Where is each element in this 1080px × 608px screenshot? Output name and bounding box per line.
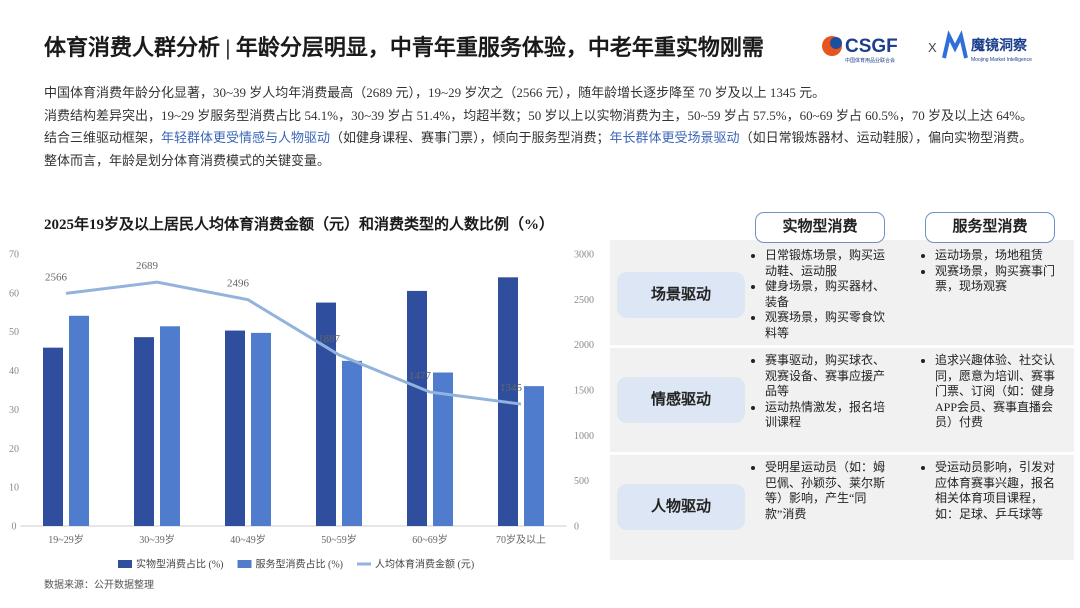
y2-tick-label: 1500	[574, 386, 594, 397]
x-tick-label: 70岁及以上	[496, 533, 546, 546]
slide-title: 体育消费人群分析 | 年龄分层明显，中青年重服务体验，中老年重实物刚需	[44, 35, 764, 60]
bullet-item: 运动场景，场地租赁	[935, 248, 1063, 264]
x-tick-label: 50~59岁	[321, 533, 356, 546]
bullet-item: 运动热情激发，报名培训课程	[765, 400, 893, 431]
bullet-list: 受明星运动员（如：姆巴佩、孙颖莎、莱尔斯等）影响，产生“同款”消费	[751, 460, 893, 522]
moojing-icon	[942, 30, 968, 59]
bar	[342, 360, 362, 526]
csgf-logo: CSGF	[845, 36, 898, 57]
text-run: （如健身课程、赛事门票），倾向于服务型消费；	[330, 130, 610, 145]
table-cell: 受运动员影响，引发对应体育赛事兴趣，报名相关体育项目课程，如：足球、乒乓球等	[921, 460, 1063, 522]
bullet-list: 受运动员影响，引发对应体育赛事兴趣，报名相关体育项目课程，如：足球、乒乓球等	[921, 460, 1063, 522]
logo-separator: X	[928, 40, 937, 55]
row-label: 场景驱动	[617, 271, 745, 318]
data-label: 2496	[227, 278, 250, 290]
data-label: 1887	[318, 333, 341, 345]
x-tick-label: 60~69岁	[412, 533, 447, 546]
bar	[251, 332, 271, 526]
y-tick-label: 70	[9, 250, 19, 261]
bullet-list: 赛事驱动，购买球衣、观赛设备、赛事应援产品等运动热情激发，报名培训课程	[751, 353, 893, 431]
summary: 中国体育消费年龄分化显著，30~39 岁人均年消费最高（2689 元），19~2…	[44, 82, 1040, 172]
y2-tick-label: 500	[574, 476, 589, 487]
x-tick-label: 19~29岁	[48, 533, 83, 546]
row-label: 人物驱动	[617, 483, 745, 530]
y2-tick-label: 0	[574, 522, 579, 533]
row-label: 情感驱动	[617, 376, 745, 423]
bar	[69, 315, 89, 526]
y-tick-label: 50	[9, 327, 19, 338]
chart-title: 2025年19岁及以上居民人均体育消费金额（元）和消费类型的人数比例（%）	[44, 215, 554, 233]
emphasis-text: 年轻群体更受情感与人物驱动	[161, 130, 331, 145]
bar	[407, 290, 427, 526]
bullet-list: 追求兴趣体验、社交认同，愿意为培训、赛事门票、订阅（如：健身APP会员、赛事直播…	[921, 353, 1063, 431]
column-header: 实物型消费	[755, 212, 885, 243]
text-run: （如日常锻炼器材、运动鞋服），偏向实物型消费。整体而言，年龄是划分体育消费模式的…	[44, 130, 1033, 168]
legend-label: 服务型消费占比 (%)	[256, 558, 344, 571]
bar	[524, 386, 544, 526]
data-label: 1345	[500, 382, 523, 394]
column-header: 服务型消费	[925, 212, 1055, 243]
emphasis-text: 年长群体更受场景驱动	[609, 130, 740, 145]
table-cell: 运动场景，场地租赁观赛场景，购买赛事门票，现场观赛	[921, 248, 1063, 295]
row-separator	[610, 345, 1074, 348]
row-separator	[610, 452, 1074, 455]
bullet-item: 日常锻炼场景，购买运动鞋、运动服	[765, 248, 893, 279]
csgf-icon	[830, 37, 842, 49]
bullet-item: 健身场景，购买器材、装备	[765, 279, 893, 310]
chart: 2025年19岁及以上居民人均体育消费金额（元）和消费类型的人数比例（%） 0 1…	[9, 215, 594, 571]
y2-tick-label: 3000	[574, 250, 594, 261]
text-run: 结合三维驱动框架，	[44, 130, 162, 145]
y2-tick-label: 2500	[574, 295, 594, 306]
line-series	[65, 280, 522, 406]
paragraph: 中国体育消费年龄分化显著，30~39 岁人均年消费最高（2689 元），19~2…	[44, 82, 1040, 105]
source-note: 数据来源：公开数据整理	[44, 580, 154, 591]
bullet-list: 运动场景，场地租赁观赛场景，购买赛事门票，现场观赛	[921, 248, 1063, 295]
y-tick-label: 20	[9, 444, 19, 455]
y2-tick-label: 2000	[574, 340, 594, 351]
x-tick-label: 30~39岁	[139, 533, 174, 546]
bullet-item: 赛事驱动，购买球衣、观赛设备、赛事应援产品等	[765, 353, 893, 400]
bullet-item: 受明星运动员（如：姆巴佩、孙颖莎、莱尔斯等）影响，产生“同款”消费	[765, 460, 893, 522]
logos: CSGF 中国体育用品业联合会 X 魔镜洞察 Moojing Market In…	[822, 30, 1032, 64]
legend-marker	[237, 560, 252, 568]
bullet-list: 日常锻炼场景，购买运动鞋、运动服健身场景，购买器材、装备观赛场景，购买零食饮料等	[751, 248, 893, 341]
legend-marker	[118, 560, 132, 568]
legend-label: 人均体育消费金额 (元)	[375, 558, 474, 571]
bar	[160, 326, 180, 526]
bar	[225, 330, 245, 526]
paragraph: 结合三维驱动框架，年轻群体更受情感与人物驱动（如健身课程、赛事门票），倾向于服务…	[44, 127, 1040, 172]
moojing-subtitle: Moojing Market Intelligence	[971, 57, 1032, 63]
y-tick-label: 30	[9, 405, 19, 416]
bullet-item: 追求兴趣体验、社交认同，愿意为培训、赛事门票、订阅（如：健身APP会员、赛事直播…	[935, 353, 1063, 431]
bullet-item: 观赛场景，购买赛事门票，现场观赛	[935, 264, 1063, 295]
text-run: 中国体育消费年龄分化显著，30~39 岁人均年消费最高（2689 元），19~2…	[44, 85, 826, 100]
data-label: 2689	[136, 260, 159, 272]
legend-label: 实物型消费占比 (%)	[136, 558, 224, 571]
table-cell: 日常锻炼场景，购买运动鞋、运动服健身场景，购买器材、装备观赛场景，购买零食饮料等	[751, 248, 893, 341]
table-cell: 赛事驱动，购买球衣、观赛设备、赛事应援产品等运动热情激发，报名培训课程	[751, 353, 893, 431]
bar	[43, 347, 63, 526]
bar	[316, 302, 336, 526]
y-tick-label: 10	[9, 483, 19, 494]
bullet-item: 受运动员影响，引发对应体育赛事兴趣，报名相关体育项目课程，如：足球、乒乓球等	[935, 460, 1063, 522]
table-cell: 追求兴趣体验、社交认同，愿意为培训、赛事门票、订阅（如：健身APP会员、赛事直播…	[921, 353, 1063, 431]
table-cell: 受明星运动员（如：姆巴佩、孙颖莎、莱尔斯等）影响，产生“同款”消费	[751, 460, 893, 522]
y2-tick-label: 1000	[574, 431, 594, 442]
moojing-logo: 魔镜洞察	[971, 37, 1028, 54]
bullet-item: 观赛场景，购买零食饮料等	[765, 310, 893, 341]
bar	[433, 372, 453, 526]
text-run: 消费结构差异突出，19~29 岁服务型消费占比 54.1%，30~39 岁占 5…	[44, 107, 1034, 123]
y-tick-label: 40	[9, 366, 19, 377]
paragraph: 消费结构差异突出，19~29 岁服务型消费占比 54.1%，30~39 岁占 5…	[44, 105, 1040, 128]
csgf-subtitle: 中国体育用品业联合会	[845, 57, 895, 64]
data-label: 2566	[45, 271, 68, 283]
x-tick-label: 40~49岁	[230, 533, 265, 546]
data-label: 1477	[409, 370, 432, 382]
y-tick-label: 0	[12, 522, 17, 533]
y-tick-label: 60	[9, 288, 19, 299]
bar	[134, 337, 154, 526]
